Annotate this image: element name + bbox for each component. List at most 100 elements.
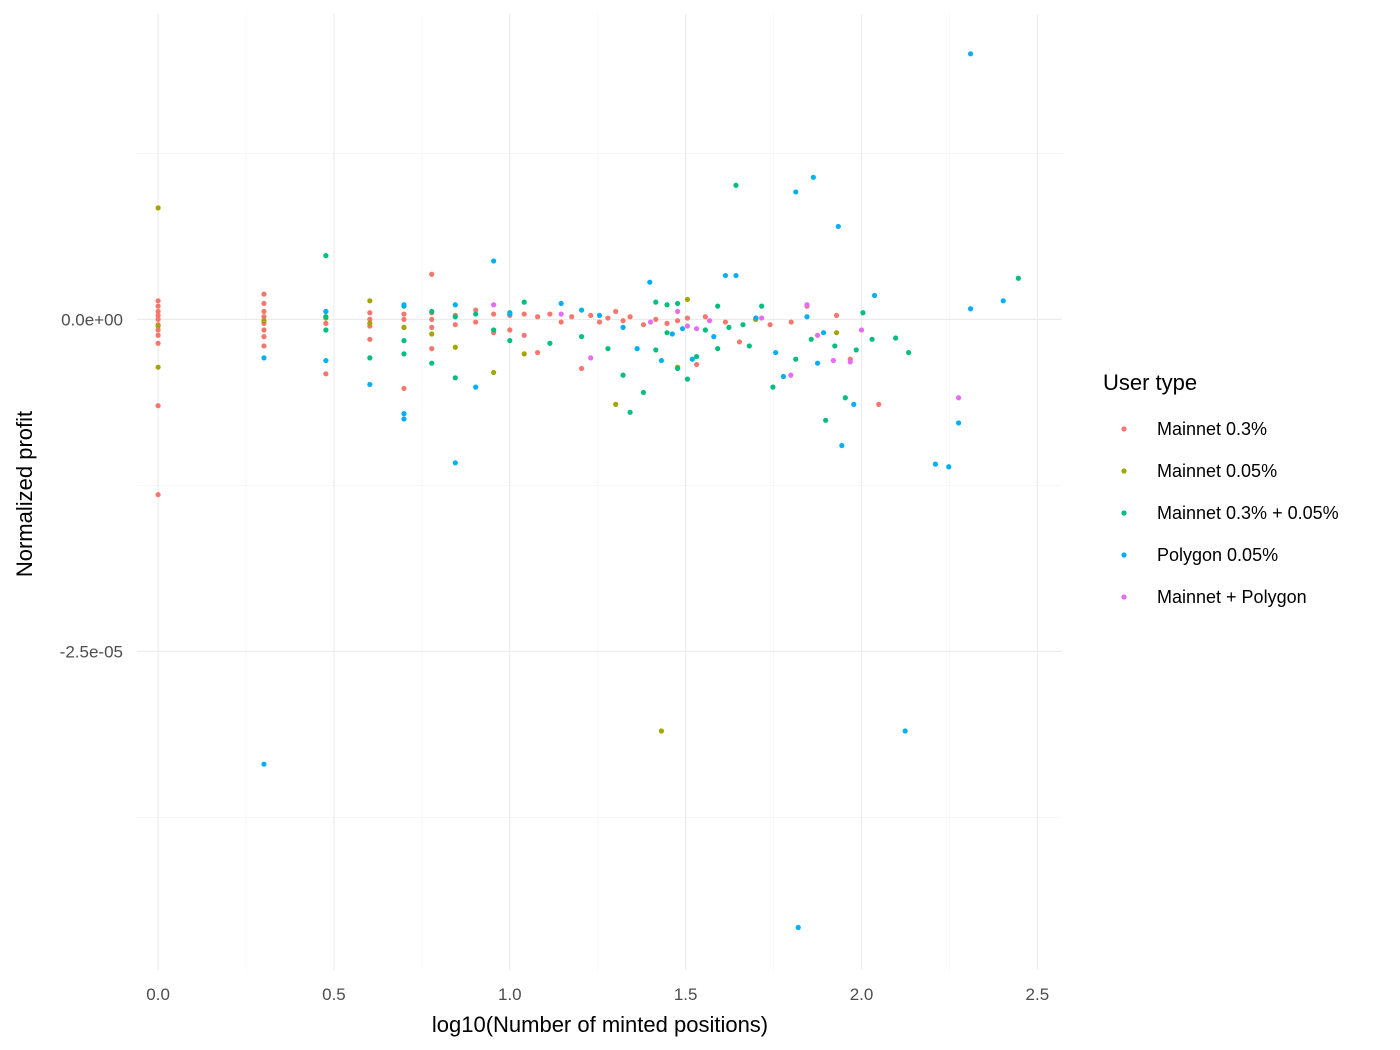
data-point — [684, 376, 691, 382]
data-point — [653, 299, 659, 305]
data-point — [679, 326, 686, 332]
data-point — [669, 331, 675, 337]
data-point — [261, 761, 267, 767]
data-point — [833, 330, 840, 336]
data-point — [804, 302, 810, 308]
data-point — [684, 315, 691, 321]
data-point — [491, 258, 497, 264]
x-tick-label: 2.0 — [850, 985, 874, 1004]
data-point — [620, 324, 626, 330]
major-gridlines — [137, 14, 1062, 970]
data-point — [967, 306, 974, 312]
data-point — [647, 279, 653, 285]
data-point — [155, 340, 161, 346]
data-point — [853, 347, 859, 353]
x-tick-label: 0.0 — [146, 985, 170, 1004]
data-point — [507, 338, 513, 344]
data-point — [534, 349, 541, 356]
data-point — [658, 357, 665, 364]
data-point — [578, 365, 585, 372]
data-point — [261, 308, 267, 315]
data-point — [906, 349, 912, 356]
data-point — [401, 416, 407, 422]
data-point — [605, 315, 611, 321]
data-point — [674, 318, 681, 324]
data-point — [664, 302, 670, 308]
data-point — [401, 324, 407, 330]
data-point — [323, 357, 329, 364]
series-points — [323, 182, 1021, 423]
legend-label: Mainnet 0.05% — [1157, 461, 1277, 481]
data-point — [1015, 275, 1021, 281]
data-point — [401, 302, 407, 308]
data-point — [839, 442, 845, 449]
legend-item: Mainnet 0.05% — [1121, 461, 1277, 481]
x-axis-title: log10(Number of minted positions) — [432, 1012, 768, 1037]
data-point — [155, 403, 161, 409]
data-point — [684, 296, 691, 303]
data-point — [323, 320, 329, 326]
data-points — [155, 51, 1021, 931]
data-point — [261, 300, 267, 307]
data-point — [780, 373, 787, 380]
data-point — [596, 319, 603, 325]
legend-items: Mainnet 0.3% Mainnet 0.05% Mainnet 0.3% + … — [1121, 419, 1339, 607]
data-point — [693, 326, 700, 332]
data-point — [684, 323, 691, 329]
y-axis-tick-labels: 0.0e+00 -2.5e-05 — [60, 310, 123, 661]
y-axis-title: Normalized profit — [12, 411, 37, 577]
data-point — [860, 310, 866, 316]
data-point — [155, 298, 161, 304]
data-point — [473, 307, 479, 313]
data-point — [491, 302, 497, 308]
data-point — [569, 314, 575, 320]
data-point — [767, 322, 773, 328]
data-point — [521, 311, 527, 317]
data-point — [473, 384, 479, 390]
data-point — [521, 299, 527, 305]
legend-item: Polygon 0.05% — [1121, 545, 1278, 565]
data-point — [452, 302, 458, 308]
data-point — [830, 357, 836, 364]
legend-label: Mainnet 0.3% — [1157, 419, 1267, 439]
data-point — [955, 420, 962, 426]
data-point — [736, 339, 743, 345]
data-point — [674, 308, 681, 315]
data-point — [773, 349, 779, 356]
legend-key — [1121, 594, 1127, 600]
data-point — [155, 205, 161, 211]
data-point — [955, 395, 962, 401]
data-point — [653, 316, 659, 322]
data-point — [401, 351, 407, 357]
data-point — [452, 460, 458, 466]
data-point — [323, 253, 329, 259]
data-point — [521, 332, 527, 338]
data-point — [367, 298, 373, 304]
data-point — [674, 365, 681, 372]
data-point — [693, 361, 700, 368]
data-point — [261, 343, 267, 349]
data-point — [578, 334, 585, 340]
data-point — [634, 346, 640, 352]
data-point — [558, 311, 564, 317]
data-point — [401, 311, 407, 317]
data-point — [323, 327, 329, 333]
data-point — [820, 330, 827, 336]
x-axis-tick-labels: 0.0 0.5 1.0 1.5 2.0 2.5 — [146, 985, 1049, 1004]
data-point — [814, 332, 821, 338]
data-point — [521, 351, 527, 357]
data-point — [664, 330, 670, 336]
data-point — [401, 385, 407, 392]
data-point — [261, 314, 267, 320]
data-point — [726, 324, 732, 330]
data-point — [871, 292, 878, 299]
data-point — [558, 300, 564, 307]
data-point — [155, 492, 161, 498]
data-point — [596, 312, 603, 319]
legend-label: Polygon 0.05% — [1157, 545, 1278, 565]
data-point — [810, 174, 816, 180]
data-point — [932, 461, 938, 467]
data-point — [847, 359, 853, 365]
series-points — [155, 205, 840, 734]
legend: User type Mainnet 0.3%Mainnet 0.05%Mainn… — [1103, 370, 1339, 607]
